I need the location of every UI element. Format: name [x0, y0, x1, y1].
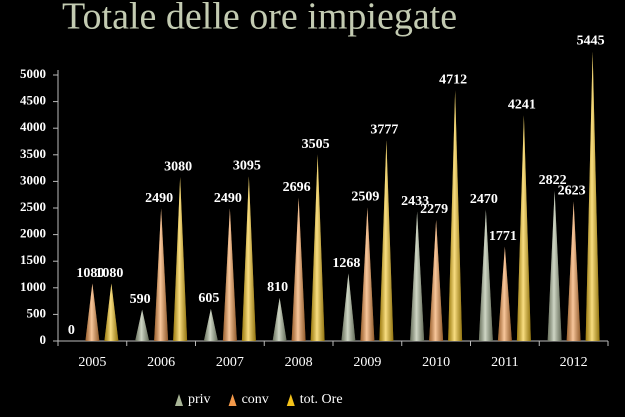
bar-shading — [497, 246, 512, 341]
x-tick-label: 2008 — [285, 355, 313, 370]
value-label: 3505 — [302, 137, 330, 152]
bar-shading — [203, 308, 218, 341]
bar-shading — [379, 140, 394, 341]
bar-shading — [241, 176, 256, 341]
bar-shading — [478, 209, 493, 341]
bar-shading — [410, 211, 425, 341]
y-tick-label: 4500 — [20, 93, 46, 108]
bar-shading — [310, 154, 325, 341]
value-label: 2490 — [214, 191, 242, 206]
value-label: 1080 — [95, 266, 123, 281]
value-label: 3095 — [233, 159, 261, 174]
chart-title: Totale delle ore impiegate — [62, 0, 457, 38]
value-label: 810 — [267, 280, 288, 295]
x-tick-label: 2012 — [560, 355, 588, 370]
y-tick-label: 3000 — [20, 172, 46, 187]
bar-shading — [566, 201, 581, 341]
y-tick-label: 500 — [27, 305, 47, 320]
legend-label: priv — [188, 392, 211, 407]
bar-shading — [547, 190, 562, 341]
value-label: 1080 — [76, 266, 104, 281]
bar-shading — [291, 197, 306, 341]
x-tick-label: 2007 — [216, 355, 244, 370]
bar-shading — [429, 219, 444, 341]
x-tick-label: 2006 — [147, 355, 175, 370]
bar-shading — [448, 90, 463, 342]
value-label: 2822 — [539, 173, 567, 188]
bar-shading — [516, 115, 531, 341]
x-tick-label: 2005 — [78, 355, 106, 370]
value-label: 2433 — [401, 194, 429, 209]
y-tick-label: 1500 — [20, 252, 46, 267]
y-tick-label: 4000 — [20, 119, 46, 134]
bar-shading — [272, 297, 287, 341]
bar-shading — [585, 51, 600, 342]
x-tick-label: 2011 — [491, 355, 518, 370]
bar-shading — [154, 208, 169, 341]
bar-shading — [222, 208, 237, 341]
value-label: 5445 — [577, 34, 605, 49]
value-label: 590 — [130, 292, 151, 307]
value-label: 4712 — [439, 73, 467, 88]
value-label: 2509 — [351, 190, 379, 205]
y-tick-label: 1000 — [20, 279, 46, 294]
value-label: 2623 — [558, 184, 586, 199]
bar-shading — [135, 309, 150, 341]
bar-shading — [341, 273, 356, 341]
value-label: 3080 — [164, 159, 192, 174]
value-label: 2490 — [145, 191, 173, 206]
value-label: 2470 — [470, 192, 498, 207]
x-tick-label: 2010 — [422, 355, 450, 370]
y-tick-label: 5000 — [20, 66, 46, 81]
legend-label: conv — [242, 392, 269, 407]
y-tick-label: 2000 — [20, 226, 46, 241]
value-label: 2696 — [283, 180, 311, 195]
value-label: 2279 — [420, 202, 448, 217]
value-label: 605 — [198, 291, 219, 306]
value-label: 1268 — [332, 256, 360, 271]
value-label: 1771 — [489, 229, 517, 244]
y-tick-label: 3500 — [20, 146, 46, 161]
y-tick-label: 0 — [40, 332, 47, 347]
legend-marker — [175, 394, 183, 406]
value-label: 0 — [68, 323, 75, 338]
legend-marker — [228, 394, 237, 406]
bar-shading — [85, 283, 100, 341]
bar-shading — [360, 207, 375, 341]
bar-shading — [104, 283, 119, 341]
x-tick-label: 2009 — [353, 355, 381, 370]
value-label: 4241 — [508, 98, 536, 113]
value-label: 3777 — [370, 122, 398, 137]
bar-shading — [173, 177, 188, 341]
y-tick-label: 2500 — [20, 199, 46, 214]
legend-marker — [286, 394, 295, 406]
legend-label: tot. Ore — [300, 392, 343, 407]
